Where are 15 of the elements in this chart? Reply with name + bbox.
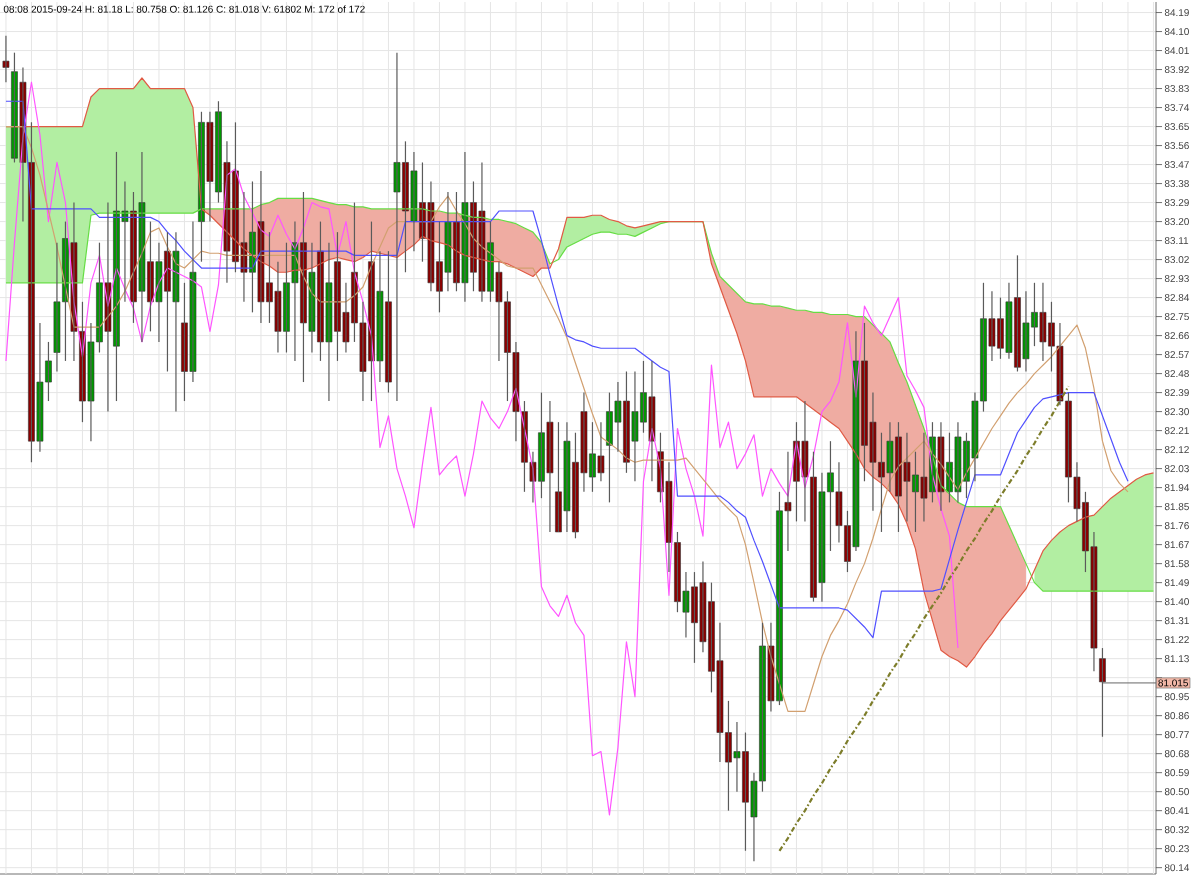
candlestick — [1039, 282, 1047, 362]
candlestick — [393, 52, 401, 402]
candlestick — [1005, 282, 1013, 360]
candlestick — [2, 35, 10, 83]
candlestick — [597, 421, 605, 482]
candlestick — [53, 242, 61, 373]
candlestick — [631, 370, 639, 482]
candlestick — [903, 432, 911, 522]
candlestick — [325, 242, 333, 402]
candlestick — [920, 432, 928, 522]
candlestick — [1022, 290, 1030, 373]
candlestick — [376, 250, 384, 383]
candlestick — [818, 472, 826, 603]
candlestick — [274, 261, 282, 354]
candlestick — [206, 111, 214, 223]
